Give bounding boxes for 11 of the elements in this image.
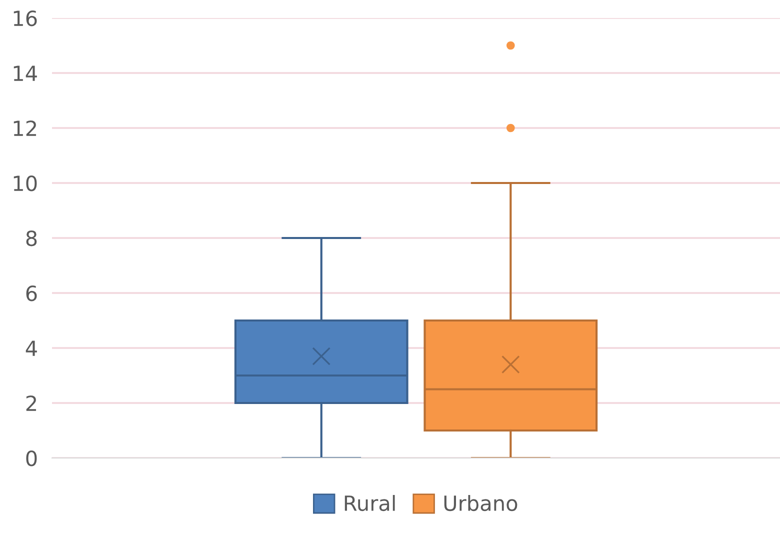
legend-label: Rural	[344, 494, 395, 512]
y-tick-label: 16	[14, 10, 37, 26]
y-tick-label: 2	[26, 395, 36, 411]
y-tick-label: 8	[26, 230, 37, 246]
y-tick-label: 0	[26, 450, 37, 466]
legend-label: Urbano	[444, 494, 518, 512]
y-tick-label: 12	[14, 120, 36, 136]
y-tick-label: 4	[26, 340, 37, 356]
y-tick-label: 10	[14, 175, 37, 192]
y-tick-label: 14	[14, 66, 37, 81]
y-tick-label: 6	[26, 285, 37, 302]
